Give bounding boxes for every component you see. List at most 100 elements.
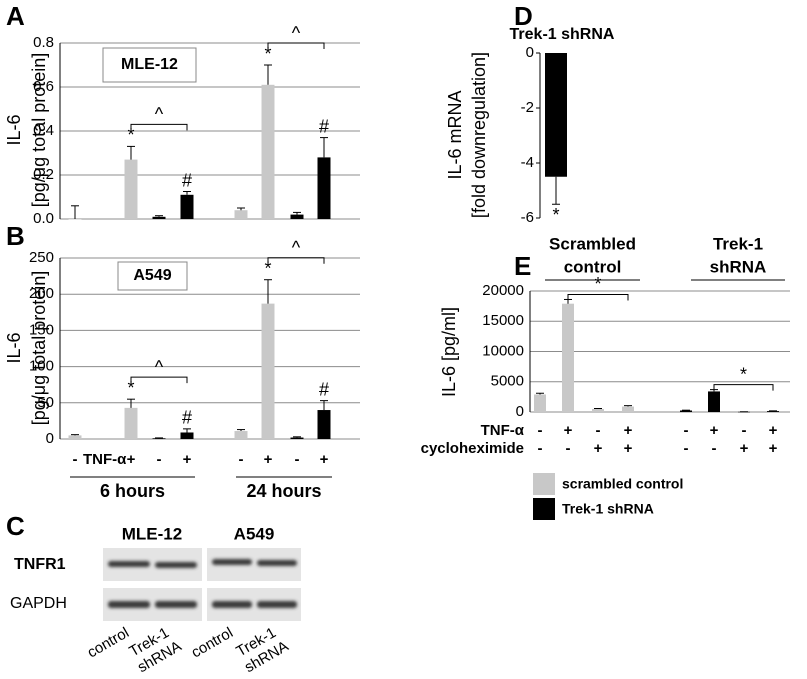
protein-label: GAPDH — [10, 595, 67, 612]
x-row-label: cycloheximide — [421, 440, 524, 457]
x-tick-label: + — [264, 451, 273, 468]
bar — [317, 410, 331, 439]
group-label: 24 hours — [246, 481, 321, 501]
y-tick-label: 0 — [46, 430, 54, 447]
bar — [622, 406, 634, 412]
x-tick-label: - — [742, 422, 747, 439]
x-tick-label: - — [73, 451, 78, 468]
x-tick-label: - — [239, 451, 244, 468]
annotation: * — [264, 44, 271, 64]
y-tick-label: -6 — [521, 209, 534, 226]
x-tick-label: + — [594, 440, 603, 457]
bar — [152, 216, 166, 219]
y-tick-label: 0.4 — [33, 122, 54, 139]
bar — [562, 303, 574, 412]
y-tick-label: 10000 — [482, 342, 524, 359]
x-tick-label: - — [295, 451, 300, 468]
bar — [708, 391, 720, 412]
bar — [680, 410, 692, 412]
y-tick-label: 250 — [29, 249, 54, 266]
annotation: * — [127, 378, 134, 398]
bar — [261, 303, 275, 439]
bar — [261, 84, 275, 219]
x-tick-label: - — [684, 440, 689, 457]
x-tick-label: - — [684, 422, 689, 439]
panel-label: B — [6, 221, 25, 251]
bracket-label: * — [740, 364, 747, 384]
cell-line: MLE-12 — [122, 524, 182, 543]
y-axis-label: IL-6 [pg/ml] — [439, 307, 459, 397]
y-axis-label: IL-6 mRNA — [445, 90, 465, 179]
group-label: 6 hours — [100, 481, 165, 501]
x-tick-label: + — [183, 451, 192, 468]
x-tick-label: + — [769, 440, 778, 457]
y-axis-label: [fold downregulation] — [469, 52, 489, 218]
x-tick-label: + — [624, 440, 633, 457]
bar — [767, 411, 779, 412]
x-tick-label: + — [320, 451, 329, 468]
bar — [124, 407, 138, 439]
x-tick-label: + — [710, 422, 719, 439]
bar — [152, 438, 166, 439]
bracket — [130, 376, 188, 384]
legend-label: scrambled control — [562, 476, 683, 492]
bracket — [567, 293, 629, 301]
bar — [124, 159, 138, 219]
annotation: # — [182, 170, 192, 190]
x-tick-label: + — [740, 440, 749, 457]
y-tick-label: -2 — [521, 99, 534, 116]
y-tick-label: 20000 — [482, 282, 524, 299]
panel-label: A — [6, 1, 25, 31]
bracket — [713, 384, 774, 391]
annotation: # — [319, 379, 329, 399]
group-label: Trek-1 — [713, 234, 763, 253]
y-tick-label: 200 — [29, 285, 54, 302]
annotation: # — [182, 408, 192, 428]
x-row-label: TNF-α — [83, 451, 127, 468]
bracket — [267, 42, 325, 49]
y-tick-label: -4 — [521, 154, 534, 171]
y-axis-label: [pg/μg total protein] — [29, 53, 49, 207]
panel-label: D — [514, 1, 533, 31]
bar — [534, 394, 546, 412]
x-tick-label: + — [127, 451, 136, 468]
bar — [592, 408, 604, 412]
legend-label: Trek-1 shRNA — [562, 501, 654, 517]
panel-label: C — [6, 511, 25, 541]
y-axis-label: [pg/μg total protein] — [29, 271, 49, 425]
bar — [68, 435, 82, 439]
annotation: * — [127, 125, 134, 145]
x-tick-label: - — [538, 440, 543, 457]
bar — [180, 194, 194, 219]
bracket — [130, 123, 188, 131]
y-tick-label: 0.0 — [33, 210, 54, 227]
y-tick-label: 0.8 — [33, 34, 54, 51]
protein-label: TNFR1 — [14, 556, 66, 573]
bar — [290, 437, 304, 439]
x-tick-label: - — [596, 422, 601, 439]
bracket-label: ^ — [155, 104, 164, 124]
blot-image — [103, 548, 301, 621]
y-tick-label: 0.6 — [33, 78, 54, 95]
bar — [545, 53, 567, 177]
group-label: Scrambled — [549, 234, 636, 253]
annotation: * — [264, 258, 271, 278]
panel-label: E — [514, 251, 531, 281]
y-tick-label: 0.2 — [33, 166, 54, 183]
bracket-label: * — [594, 274, 601, 294]
bracket-label: ^ — [292, 23, 301, 43]
x-tick-label: - — [712, 440, 717, 457]
bar — [234, 431, 248, 439]
y-axis-label: IL-6 — [4, 114, 24, 145]
lane-label: control — [188, 624, 235, 661]
legend-box — [117, 261, 188, 291]
lane-label: control — [84, 624, 131, 661]
bar — [180, 432, 194, 439]
x-tick-label: - — [566, 440, 571, 457]
bar — [290, 214, 304, 219]
bar — [234, 210, 248, 219]
legend-swatch — [533, 473, 555, 495]
annotation: # — [319, 116, 329, 136]
group-label: shRNA — [710, 257, 767, 276]
box-label: MLE-12 — [121, 56, 178, 73]
